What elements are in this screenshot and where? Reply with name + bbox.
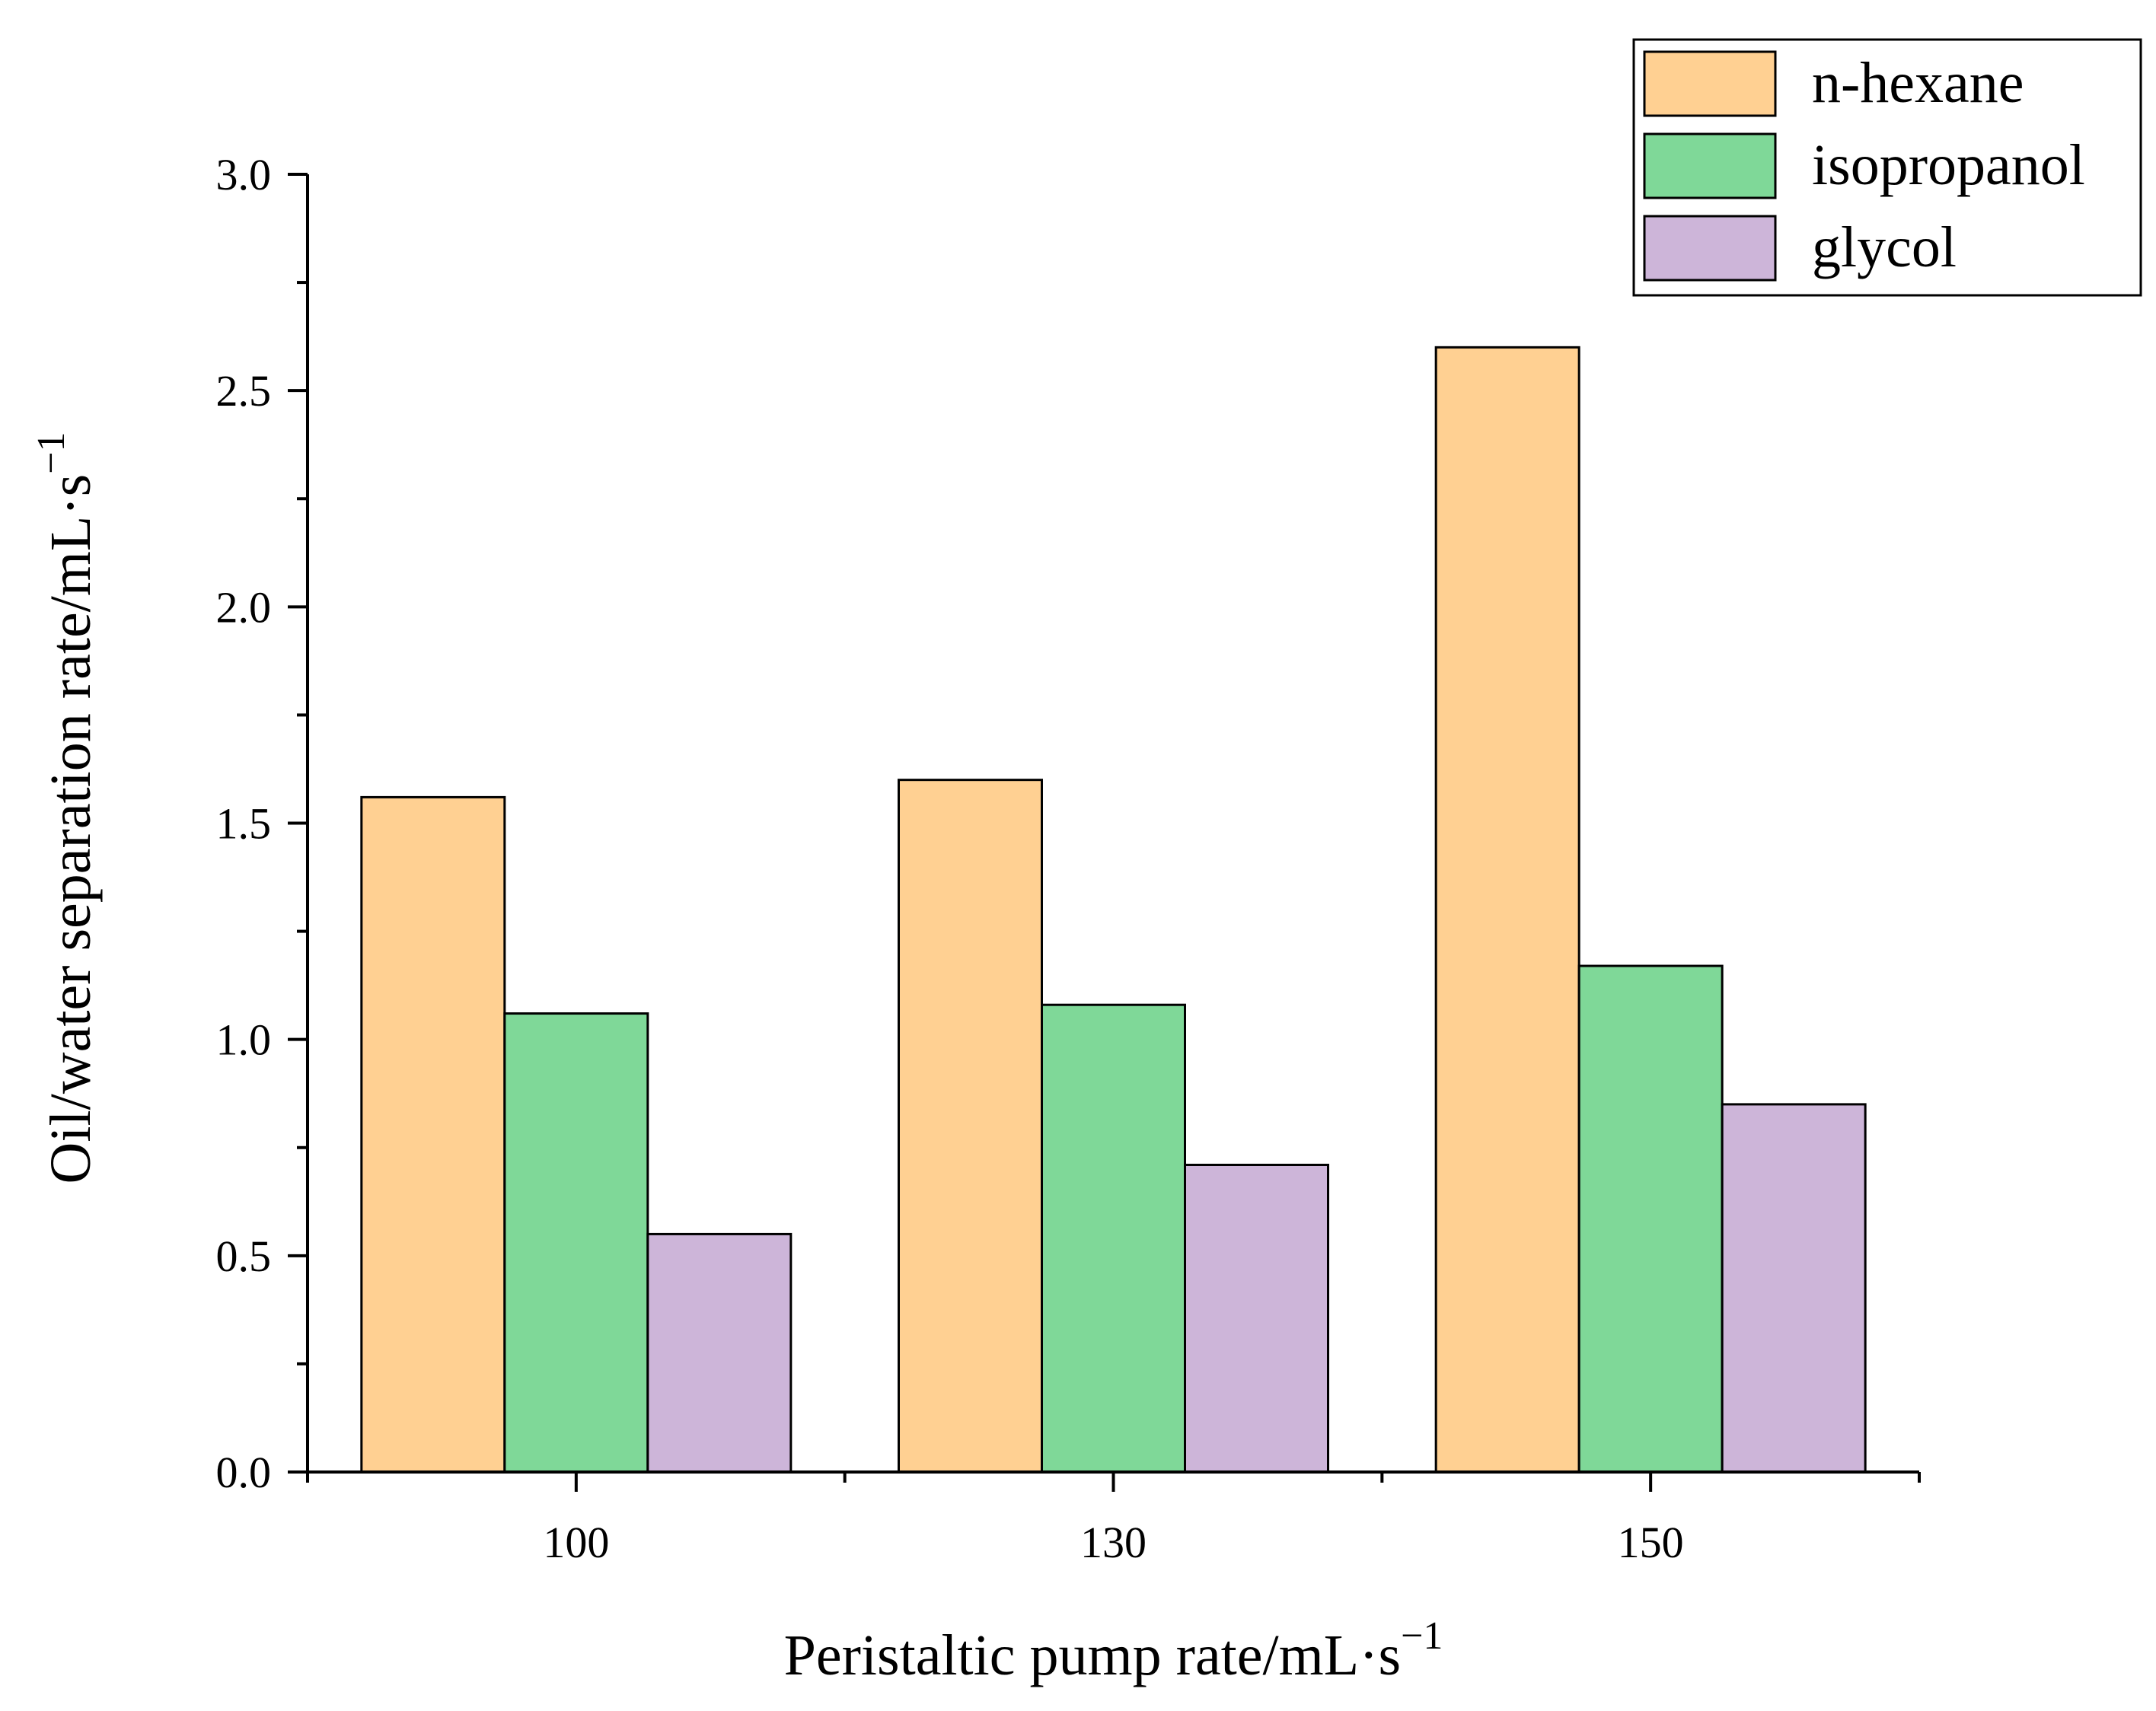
bar-n-hexane-150	[1434, 346, 1580, 1474]
x-tick-label: 130	[1080, 1518, 1147, 1567]
legend-label-n-hexane: n-hexane	[1812, 51, 2024, 115]
y-tick-label: 2.5	[216, 366, 272, 416]
y-axis-label: Oil/water separation rate/mL·s−1	[30, 432, 103, 1184]
y-tick-label: 1.5	[216, 799, 272, 849]
axes: 0.0 0.5 1.0 1.5 2.0 2.5 3.0 100 130 150 Peristalti…	[30, 150, 1921, 1687]
bar-isopropanol-150	[1577, 964, 1724, 1474]
legend-swatch-glycol	[1643, 215, 1777, 282]
legend-swatch-n-hexane	[1643, 50, 1777, 117]
x-axis-label-exponent: −1	[1401, 1614, 1443, 1658]
legend-label-isopropanol: isopropanol	[1812, 133, 2085, 197]
bar-glycol-130	[1184, 1163, 1329, 1474]
y-tick-label: 3.0	[216, 150, 272, 199]
y-tick-label: 0.5	[216, 1231, 272, 1281]
bar-n-hexane-130	[898, 779, 1043, 1474]
bar-glycol-150	[1721, 1103, 1867, 1474]
plot-area	[360, 346, 1867, 1474]
bar-isopropanol-130	[1041, 1003, 1186, 1474]
legend-swatch-isopropanol	[1643, 132, 1777, 199]
y-axis-label-exponent: −1	[30, 432, 73, 473]
bar-isopropanol-100	[503, 1012, 649, 1474]
legend-label-glycol: glycol	[1812, 215, 1957, 279]
x-tick-label: 150	[1618, 1518, 1684, 1567]
y-tick-label: 1.0	[216, 1015, 272, 1065]
legend: n-hexane isopropanol glycol	[1632, 38, 2142, 297]
y-tick-label: 2.0	[216, 582, 272, 632]
bar-glycol-100	[646, 1232, 793, 1474]
y-tick-label: 0.0	[216, 1448, 272, 1497]
x-tick-label: 100	[543, 1518, 609, 1567]
bar-n-hexane-100	[360, 795, 506, 1474]
x-axis-label: Peristaltic pump rate/mL·s−1	[784, 1614, 1443, 1687]
